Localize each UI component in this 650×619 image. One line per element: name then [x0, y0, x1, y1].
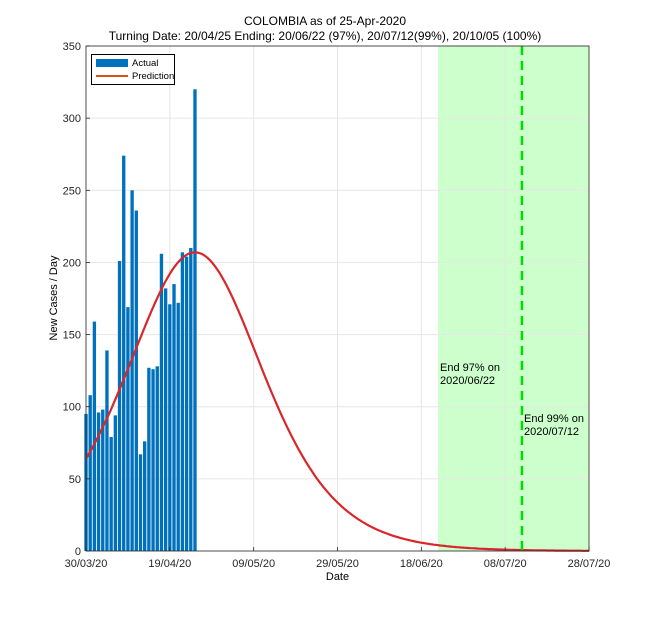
bar [151, 369, 155, 551]
x-tick-label: 30/03/20 [65, 558, 108, 570]
y-tick-label: 50 [69, 474, 81, 486]
y-tick-label: 0 [75, 546, 81, 558]
bar [117, 260, 122, 551]
y-tick-label: 200 [63, 257, 81, 269]
annotation-end-97-line1: End 97% on [440, 362, 500, 374]
y-tick-label: 100 [63, 402, 81, 414]
annotation-end-97-line2: 2020/06/22 [440, 375, 496, 387]
x-tick-label: 18/06/20 [400, 558, 443, 570]
x-tick-label: 29/05/20 [316, 558, 359, 570]
bar [159, 253, 164, 551]
bar [122, 155, 126, 551]
y-tick-label: 250 [63, 185, 81, 197]
bar [130, 190, 134, 552]
forecast-shaded-region [438, 46, 589, 551]
bar [184, 256, 189, 551]
annotation-end-97: End 97% on 2020/06/22 [440, 362, 500, 388]
bar [138, 454, 143, 551]
bar [105, 350, 109, 551]
bar [92, 321, 97, 551]
bar [168, 304, 172, 551]
bar [180, 252, 185, 552]
bar [147, 367, 151, 551]
bar [176, 302, 180, 551]
bar [193, 89, 197, 552]
legend-item-actual: Actual [96, 57, 158, 69]
bar [109, 437, 113, 551]
bar [88, 395, 92, 551]
annotation-end-99-line1: End 99% on [524, 413, 584, 425]
x-tick-label: 19/04/20 [148, 558, 191, 570]
bar [134, 210, 138, 551]
legend-line-swatch [96, 75, 128, 77]
x-tick-label: 28/07/20 [568, 558, 611, 570]
legend-label-actual: Actual [132, 57, 159, 69]
bar [126, 307, 130, 551]
legend-bar-swatch [96, 59, 128, 67]
bar [113, 415, 118, 551]
bar [143, 441, 147, 551]
y-tick-label: 350 [63, 41, 81, 53]
bar [189, 248, 193, 551]
bar [101, 409, 105, 551]
bar [96, 412, 101, 551]
x-tick-label: 09/05/20 [232, 558, 275, 570]
chart-title: COLOMBIA as of 25-Apr-2020 [243, 14, 407, 28]
bar [155, 366, 159, 551]
y-tick-label: 300 [63, 113, 81, 125]
legend-label-prediction: Prediction [132, 70, 175, 82]
annotation-end-99-line2: 2020/07/12 [524, 426, 580, 438]
legend-item-prediction: Prediction [96, 70, 174, 82]
bar [163, 288, 168, 551]
x-axis-label: Date [325, 571, 350, 583]
y-tick-label: 150 [63, 330, 81, 342]
bar [172, 284, 176, 551]
y-axis-label: New Cases / Day [48, 255, 60, 341]
chart-subtitle: Turning Date: 20/04/25 Ending: 20/06/22 … [108, 29, 542, 43]
legend: Actual Prediction [91, 54, 175, 85]
annotation-end-99: End 99% on 2020/07/12 [524, 413, 584, 439]
x-tick-label: 08/07/20 [484, 558, 527, 570]
